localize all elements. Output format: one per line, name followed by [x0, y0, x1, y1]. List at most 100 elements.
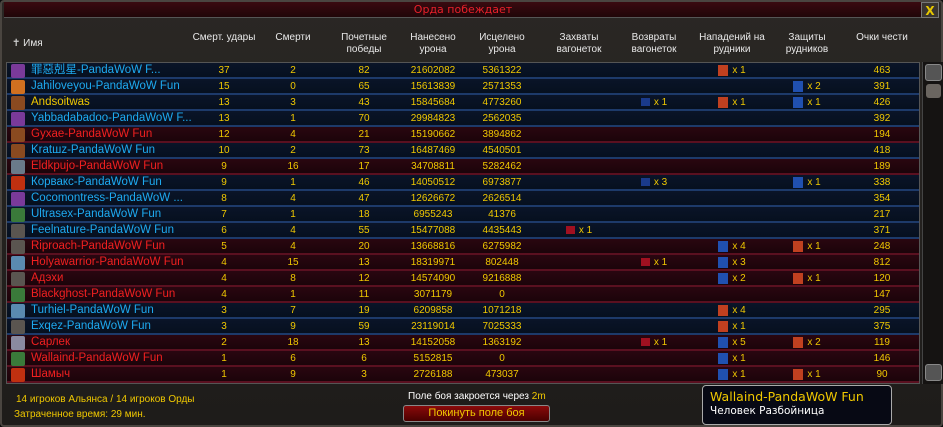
horde-mine-assault-icon [718, 304, 729, 316]
cell-cap [554, 95, 604, 111]
player-name[interactable]: Feelnature-PandaWoW Fun [31, 224, 174, 236]
cell-cap [554, 63, 604, 79]
header-3[interactable]: Почетные победы [341, 32, 387, 55]
cell-ret [629, 303, 679, 319]
horde-flag-icon [565, 226, 575, 235]
header-6[interactable]: Захваты вагонеток [556, 32, 602, 55]
rogue-class-icon [11, 208, 25, 222]
cell-kb: 3 [221, 305, 227, 316]
player-name[interactable]: Blackghost-PandaWoW Fun [31, 288, 176, 300]
player-name[interactable]: Сарлек [31, 336, 70, 348]
header-1[interactable]: Смерт. удары [192, 32, 256, 43]
table-row[interactable]: Шамыч 1 9 3 2726188 473037 x 1 x 1 90 [7, 367, 919, 383]
table-row[interactable]: Eldkpujo-PandaWoW Fun 9 16 17 34708811 528246… [7, 159, 919, 175]
count: x 3 [732, 257, 746, 268]
cell-hk: 17 [358, 161, 370, 172]
tooltip-info: Человек Разбойница [710, 405, 825, 417]
cell-kb: 4 [221, 257, 227, 268]
player-name[interactable]: Eldkpujo-PandaWoW Fun [31, 160, 164, 172]
cell-hk: 73 [358, 145, 370, 156]
table-row[interactable]: Cocomontress-PandaWoW ... 8 4 47 12626672 262… [7, 191, 919, 207]
table-row[interactable]: Wallaind-PandaWoW Fun 1 6 6 5152815 0 x 1 146 [7, 351, 919, 367]
cell-cap [554, 127, 604, 143]
leave-battleground-button[interactable]: Покинуть поле боя [403, 405, 550, 422]
scroll-thumb[interactable] [926, 84, 941, 98]
table-row[interactable]: Holyawarrior-PandaWoW Fun 4 15 13 18319971 80… [7, 255, 919, 271]
player-name[interactable]: Exqez-PandaWoW Fun [31, 320, 151, 332]
player-name[interactable]: Yabbadabadoo-PandaWoW F... [31, 112, 192, 124]
scroll-down-button[interactable] [925, 364, 942, 381]
cell-def: x 2 [782, 335, 832, 351]
table-row[interactable]: Kratшz-PandaWoW Fun 10 2 73 16487469 4540501 4… [7, 143, 919, 159]
player-name[interactable]: Riproach-PandaWoW Fun [31, 240, 166, 252]
cell-asl [707, 79, 757, 95]
close-button[interactable]: X [921, 2, 939, 18]
player-name[interactable]: Jahiloveyou-PandaWoW Fun [31, 80, 180, 92]
table-row[interactable]: Ultrasex-PandaWoW Fun 7 1 18 6955243 41376 217 [7, 207, 919, 223]
header-4[interactable]: Нанесено урона [410, 32, 456, 55]
elapsed-time: Затраченное время: 29 мин. [14, 409, 146, 420]
scroll-up-button[interactable] [925, 64, 942, 81]
player-name[interactable]: Turhiel-PandaWoW Fun [31, 304, 154, 316]
cell-cap [554, 111, 604, 127]
table-row[interactable]: Jahiloveyou-PandaWoW Fun 15 0 65 15613839 257… [7, 79, 919, 95]
header-5[interactable]: Исцелено урона [479, 32, 525, 55]
player-name[interactable]: Holyawarrior-PandaWoW Fun [31, 256, 184, 268]
count: x 1 [653, 337, 668, 348]
cell-ret [629, 271, 679, 287]
player-name[interactable]: Корвакс-PandaWoW Fun [31, 176, 162, 188]
header-8[interactable]: Нападений на рудники [699, 32, 765, 55]
cell-cap [554, 143, 604, 159]
cell-d: 1 [290, 113, 296, 124]
cell-d: 4 [290, 193, 296, 204]
cell-honor: 371 [873, 225, 891, 236]
cell-asl: x 4 [707, 303, 757, 319]
alliance-mine-assault-icon [718, 368, 729, 380]
player-name[interactable]: Ultrasex-PandaWoW Fun [31, 208, 162, 220]
cell-kb: 2 [221, 337, 227, 348]
cell-hk: 13 [358, 337, 370, 348]
cell-d: 7 [290, 305, 296, 316]
table-row[interactable]: Turhiel-PandaWoW Fun 3 7 19 6209858 1071218 x … [7, 303, 919, 319]
alliance-mine-assault-icon [718, 336, 729, 348]
header-7[interactable]: Возвраты вагонеток [631, 32, 677, 55]
player-name[interactable]: 罪惡剋星-PandaWoW F... [31, 64, 161, 76]
player-name[interactable]: Kratшz-PandaWoW Fun [31, 144, 156, 156]
cell-ret [629, 79, 679, 95]
cell-def [782, 207, 832, 223]
closing-text: Поле боя закроется через 2m [408, 391, 546, 402]
cell-cap: x 1 [554, 223, 604, 239]
table-row[interactable]: Riproach-PandaWoW Fun 5 4 20 13668816 6275982… [7, 239, 919, 255]
table-row[interactable]: Blackghost-PandaWoW Fun 4 1 11 3071179 0 147 [7, 287, 919, 303]
table-row[interactable]: Адэхи 4 8 12 14574090 9216888 x 2 x 1 120 [7, 271, 919, 287]
header-2[interactable]: Смерти [275, 32, 311, 43]
table-row[interactable]: Yabbadabadoo-PandaWoW F... 13 1 70 29984823 2… [7, 111, 919, 127]
warrior-class-icon [11, 304, 25, 318]
table-row[interactable]: Feelnature-PandaWoW Fun 6 4 55 15477088 44354… [7, 223, 919, 239]
cell-def [782, 287, 832, 303]
table-row[interactable]: Корвакс-PandaWoW Fun 9 1 46 14050512 6973877 x… [7, 175, 919, 191]
count: x 4 [732, 305, 746, 316]
cell-def: x 1 [782, 271, 832, 287]
warlock-class-icon [11, 112, 25, 126]
header-9[interactable]: Защиты рудников [785, 32, 829, 55]
cell-hk: 19 [358, 305, 370, 316]
header-10[interactable]: Очки чести [856, 32, 908, 43]
player-name[interactable]: Шамыч [31, 368, 71, 380]
player-name[interactable]: Andsoitwas [31, 96, 90, 108]
table-row[interactable]: Gyxae-PandaWoW Fun 12 4 21 15190662 3894862 19… [7, 127, 919, 143]
alliance-mine-defend-icon [793, 176, 804, 188]
cell-hk: 55 [358, 225, 370, 236]
table-row[interactable]: Сарлек 2 18 13 14152058 1363192 x 1 x 5 x 2 119 [7, 335, 919, 351]
table-row[interactable]: Exqez-PandaWoW Fun 3 9 59 23119014 7025333 x 1… [7, 319, 919, 335]
table-row[interactable]: 罪惡剋星-PandaWoW F... 37 2 82 21602082 5361322 x … [7, 63, 919, 79]
player-name[interactable]: Wallaind-PandaWoW Fun [31, 352, 163, 364]
player-name[interactable]: Cocomontress-PandaWoW ... [31, 192, 183, 204]
count: x 4 [732, 241, 746, 252]
scrollbar[interactable] [922, 62, 943, 384]
cell-honor: 338 [873, 177, 891, 188]
table-row[interactable]: Andsoitwas 13 3 43 15845684 4773260 x 1 x 1 x 1 4… [7, 95, 919, 111]
header-0[interactable]: ✝ Имя [12, 38, 43, 50]
player-name[interactable]: Gyxae-PandaWoW Fun [31, 128, 153, 140]
player-name[interactable]: Адэхи [31, 272, 64, 284]
